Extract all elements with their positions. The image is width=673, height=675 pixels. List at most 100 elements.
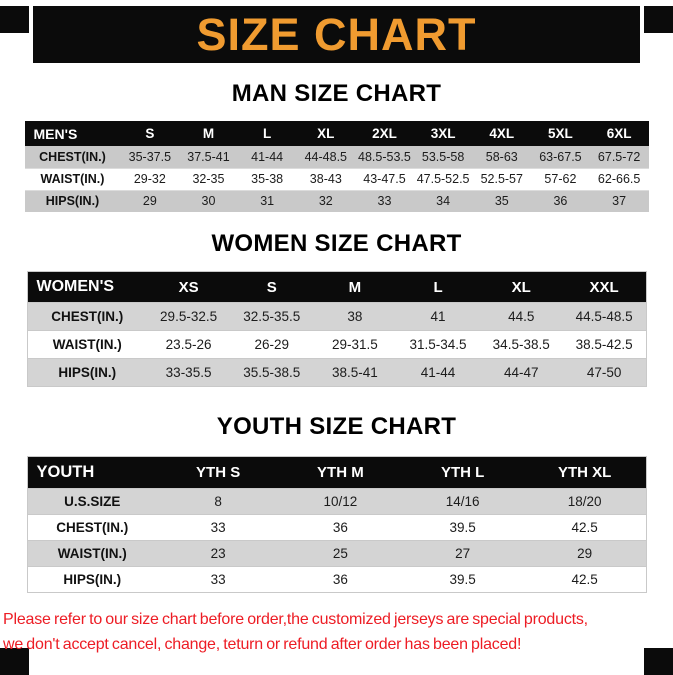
value-cell: 25 (279, 540, 402, 567)
value-cell: 30 (179, 190, 238, 212)
size-header-cell: S (120, 121, 180, 146)
table-row: WAIST(IN.) 23 25 27 29 (27, 540, 646, 567)
row-label-cell: CHEST(IN.) (27, 302, 147, 331)
men-size-table: MEN'S S M L XL 2XL 3XL 4XL 5XL 6XL CHEST(IN.) 35-37… (24, 121, 649, 212)
value-cell: 37 (589, 190, 649, 212)
size-header-cell: YTH L (401, 456, 524, 489)
row-label-cell: HIPS(IN.) (24, 190, 121, 212)
footer-note-line1: Please refer to our size chart before or… (3, 611, 588, 628)
value-cell: 38 (313, 302, 397, 331)
value-cell: 62-66.5 (589, 167, 649, 191)
corner-mark-top-left (0, 6, 29, 33)
value-cell: 41-44 (396, 358, 480, 387)
size-header-cell: L (237, 121, 297, 146)
row-label-cell: WAIST(IN.) (27, 330, 147, 359)
value-cell: 47.5-52.5 (413, 167, 473, 191)
value-cell: 32 (296, 190, 356, 212)
value-cell: 34.5-38.5 (479, 330, 563, 359)
row-label-cell: HIPS(IN.) (27, 566, 157, 593)
value-cell: 23.5-26 (147, 330, 231, 359)
value-cell: 41 (396, 302, 480, 331)
size-header-cell: M (313, 271, 397, 303)
value-cell: 36 (531, 190, 590, 212)
table-row: CHEST(IN.) 33 36 39.5 42.5 (27, 514, 646, 541)
value-cell: 44-47 (479, 358, 563, 387)
value-cell: 35-38 (237, 167, 297, 191)
value-cell: 37.5-41 (179, 146, 238, 168)
value-cell: 57-62 (531, 167, 590, 191)
value-cell: 35.5-38.5 (230, 358, 314, 387)
table-row: CHEST(IN.) 35-37.5 37.5-41 41-44 44-48.5 48.5… (24, 146, 649, 168)
value-cell: 33 (157, 566, 280, 593)
table-row: WAIST(IN.) 29-32 32-35 35-38 38-43 43-47.5 47.… (24, 167, 649, 191)
value-cell: 18/20 (523, 488, 646, 515)
size-header-cell: XXL (562, 271, 646, 303)
value-cell: 33 (157, 514, 280, 541)
value-cell: 42.5 (523, 514, 646, 541)
value-cell: 38.5-42.5 (562, 330, 646, 359)
row-label-cell: WAIST(IN.) (24, 167, 121, 191)
size-header-cell: XS (147, 271, 231, 303)
value-cell: 29-32 (120, 167, 180, 191)
value-cell: 38-43 (296, 167, 356, 191)
table-row: U.S.SIZE 8 10/12 14/16 18/20 (27, 488, 646, 515)
value-cell: 48.5-53.5 (355, 146, 414, 168)
value-cell: 29 (523, 540, 646, 567)
value-cell: 10/12 (279, 488, 402, 515)
youth-section-heading: YOUTH SIZE CHART (216, 413, 457, 440)
size-header-cell: YTH M (279, 456, 402, 489)
table-row: WAIST(IN.) 23.5-26 26-29 29-31.5 31.5-34.5 34… (27, 330, 646, 359)
value-cell: 29-31.5 (313, 330, 397, 359)
table-row: HIPS(IN.) 29 30 31 32 33 34 35 36 37 (24, 190, 649, 212)
value-cell: 35 (472, 190, 532, 212)
value-cell: 38.5-41 (313, 358, 397, 387)
size-header-cell: XL (296, 121, 356, 146)
table-title-cell: MEN'S (24, 121, 121, 146)
value-cell: 31.5-34.5 (396, 330, 480, 359)
value-cell: 58-63 (472, 146, 532, 168)
size-header-cell: S (230, 271, 314, 303)
table-header-row: YOUTH YTH S YTH M YTH L YTH XL (27, 456, 646, 489)
table-title-cell: WOMEN'S (27, 271, 147, 303)
table-row: HIPS(IN.) 33-35.5 35.5-38.5 38.5-41 41-44 44-… (27, 358, 646, 387)
value-cell: 44.5 (479, 302, 563, 331)
value-cell: 44.5-48.5 (562, 302, 646, 331)
youth-size-table: YOUTH YTH S YTH M YTH L YTH XL U.S.SIZE 8 10/12… (26, 456, 647, 593)
size-header-cell: 2XL (355, 121, 414, 146)
value-cell: 29.5-32.5 (147, 302, 231, 331)
size-header-cell: 6XL (589, 121, 649, 146)
corner-mark-top-right (644, 6, 673, 33)
size-header-cell: YTH S (157, 456, 280, 489)
value-cell: 67.5-72 (589, 146, 649, 168)
women-section-heading: WOMEN SIZE CHART (211, 230, 462, 257)
value-cell: 47-50 (562, 358, 646, 387)
value-cell: 27 (401, 540, 524, 567)
women-size-table: WOMEN'S XS S M L XL XXL CHEST(IN.) 29.5-32.5 32.5… (26, 271, 647, 387)
value-cell: 14/16 (401, 488, 524, 515)
value-cell: 33-35.5 (147, 358, 231, 387)
value-cell: 36 (279, 566, 402, 593)
table-row: CHEST(IN.) 29.5-32.5 32.5-35.5 38 41 44.5 44.5… (27, 302, 646, 331)
value-cell: 36 (279, 514, 402, 541)
value-cell: 42.5 (523, 566, 646, 593)
value-cell: 32.5-35.5 (230, 302, 314, 331)
size-header-cell: 4XL (472, 121, 532, 146)
value-cell: 63-67.5 (531, 146, 590, 168)
value-cell: 41-44 (237, 146, 297, 168)
title-banner: SIZE CHART (33, 6, 640, 63)
table-header-row: WOMEN'S XS S M L XL XXL (27, 271, 646, 303)
row-label-cell: U.S.SIZE (27, 488, 157, 515)
size-header-cell: M (179, 121, 238, 146)
value-cell: 39.5 (401, 514, 524, 541)
row-label-cell: HIPS(IN.) (27, 358, 147, 387)
men-section-heading: MAN SIZE CHART (231, 80, 442, 107)
page-title: SIZE CHART (196, 8, 477, 60)
size-header-cell: 5XL (531, 121, 590, 146)
table-title-cell: YOUTH (27, 456, 157, 489)
value-cell: 31 (237, 190, 297, 212)
size-header-cell: L (396, 271, 480, 303)
footer-note-line2: we don't accept cancel, change, teturn o… (3, 636, 522, 653)
value-cell: 8 (157, 488, 280, 515)
size-header-cell: XL (479, 271, 563, 303)
value-cell: 23 (157, 540, 280, 567)
